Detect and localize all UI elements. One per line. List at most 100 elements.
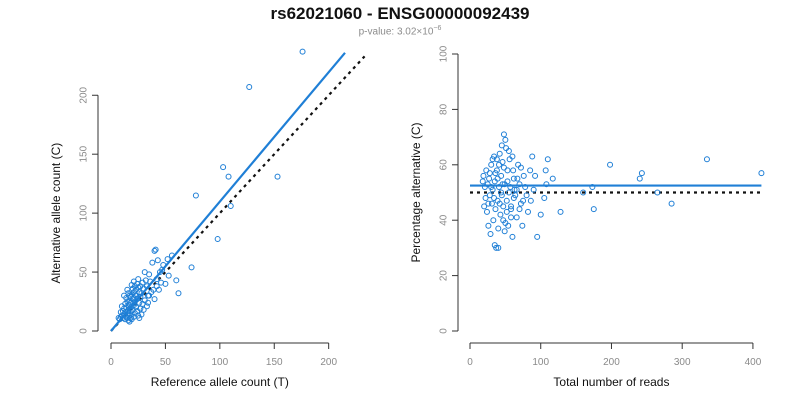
right-data-point (508, 206, 515, 213)
left-y-axis: 0 50 100 150 200 (79, 86, 99, 334)
right-data-point (517, 164, 524, 171)
right-data-point (492, 206, 499, 213)
right-data-point (544, 156, 551, 163)
right-data-point (486, 175, 493, 182)
right-lines (470, 184, 762, 194)
right-data-point (485, 222, 492, 229)
left-data-point (145, 299, 152, 306)
right-data-point (638, 170, 645, 177)
left-x-axis-title: Reference allele count (T) (151, 375, 289, 389)
right-data-point (507, 183, 514, 190)
right-data-point (543, 181, 550, 188)
right-data-point (498, 189, 505, 196)
right-data-point (516, 206, 523, 213)
right-data-point (500, 131, 507, 138)
left-data-point (155, 286, 162, 293)
left-data-point (137, 305, 144, 312)
right-data-point (525, 208, 531, 215)
left-y-axis-title: Alternative allele count (C) (49, 143, 63, 284)
right-data-point (519, 222, 526, 229)
left-data-point (139, 300, 146, 307)
right-x-tick-label: 300 (674, 357, 691, 368)
right-data-point (482, 195, 489, 202)
right-data-point (511, 186, 518, 193)
left-data-point (135, 312, 142, 319)
left-data-point (151, 247, 158, 254)
right-data-point (493, 156, 500, 163)
right-data-point (557, 208, 564, 215)
left-data-point (225, 173, 232, 180)
left-x-tick-label: 200 (320, 357, 337, 368)
right-data-point (508, 203, 515, 210)
right-data-point (504, 178, 511, 185)
left-data-point (188, 264, 195, 271)
right-data-point (534, 233, 541, 240)
left-data-point (192, 192, 199, 199)
right-x-tick-label: 0 (467, 357, 473, 368)
left-data-point (160, 261, 167, 268)
right-data-point (483, 208, 490, 215)
right-data-point (490, 217, 497, 224)
left-lines (110, 52, 366, 332)
right-data-point (489, 156, 496, 163)
right-y-tick-label: 60 (439, 159, 450, 171)
left-data-point (118, 303, 125, 310)
right-data-point (703, 156, 710, 163)
left-data-point (220, 164, 227, 171)
left-fit-line (110, 52, 346, 332)
right-data-point (486, 170, 493, 177)
right-data-point (488, 200, 495, 207)
right-data-point (542, 167, 549, 174)
right-data-point (501, 228, 508, 235)
right-x-tick-label: 100 (532, 357, 549, 368)
left-data-point (175, 290, 182, 297)
left-y-tick-label: 50 (79, 266, 90, 278)
right-data-point (498, 142, 505, 149)
left-data-point (274, 173, 281, 180)
right-data-point (607, 161, 614, 168)
left-data-point (149, 259, 156, 266)
right-data-point (480, 172, 487, 179)
right-x-tick-label: 400 (745, 357, 762, 368)
left-data-point (168, 252, 175, 259)
right-data-point (514, 175, 521, 182)
right-data-point (495, 225, 502, 232)
right-y-tick-label: 80 (439, 103, 450, 115)
right-y-tick-label: 40 (439, 214, 450, 226)
right-y-tick-label: 0 (439, 328, 450, 334)
right-data-point (580, 189, 587, 196)
right-data-point (513, 214, 520, 221)
right-data-point (481, 203, 488, 210)
left-reference-line (110, 55, 366, 332)
right-data-point (530, 186, 537, 193)
left-y-tick-label: 200 (79, 86, 90, 103)
p-value-text: p-value: 3.02×10 (358, 26, 434, 38)
right-data-point (491, 195, 498, 202)
right-data-point (494, 175, 501, 182)
left-data-point (117, 309, 124, 316)
left-x-tick-label: 150 (266, 357, 283, 368)
left-x-tick-label: 100 (211, 357, 228, 368)
right-data-point (654, 189, 661, 196)
right-data-point (479, 178, 486, 185)
right-data-point (502, 136, 509, 143)
right-data-point (532, 172, 539, 179)
left-scatter-panel: 0 50 100 150 200 0 50 100 150 200 Reference alle… (49, 48, 366, 389)
right-data-point (486, 192, 493, 199)
right-data-point (510, 167, 517, 174)
right-data-point (503, 197, 510, 204)
left-y-tick-label: 100 (79, 204, 90, 221)
right-data-point (668, 200, 675, 207)
right-data-point (509, 153, 516, 160)
right-data-point (529, 153, 536, 160)
right-data-point (549, 175, 556, 182)
right-data-point (523, 192, 530, 199)
right-data-point (481, 183, 488, 190)
left-data-point (115, 315, 122, 322)
left-data-point (246, 84, 253, 91)
right-x-axis: 0 100 200 300 400 (467, 342, 762, 368)
left-data-point (116, 316, 123, 323)
right-data-point (485, 200, 492, 207)
left-data-point (158, 279, 165, 286)
